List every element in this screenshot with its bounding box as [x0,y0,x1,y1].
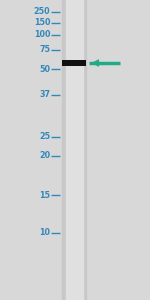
Bar [66,0,83,300]
Text: 75: 75 [39,45,50,54]
Text: 10: 10 [39,228,50,237]
Text: 20: 20 [39,152,50,160]
Text: 25: 25 [39,132,50,141]
Text: 50: 50 [39,64,50,74]
Text: 250: 250 [34,8,50,16]
Bar [62,60,86,66]
Text: 100: 100 [34,30,50,39]
Text: 15: 15 [39,190,50,200]
Text: 37: 37 [39,90,50,99]
Text: 150: 150 [34,18,50,27]
Bar [62,0,86,300]
